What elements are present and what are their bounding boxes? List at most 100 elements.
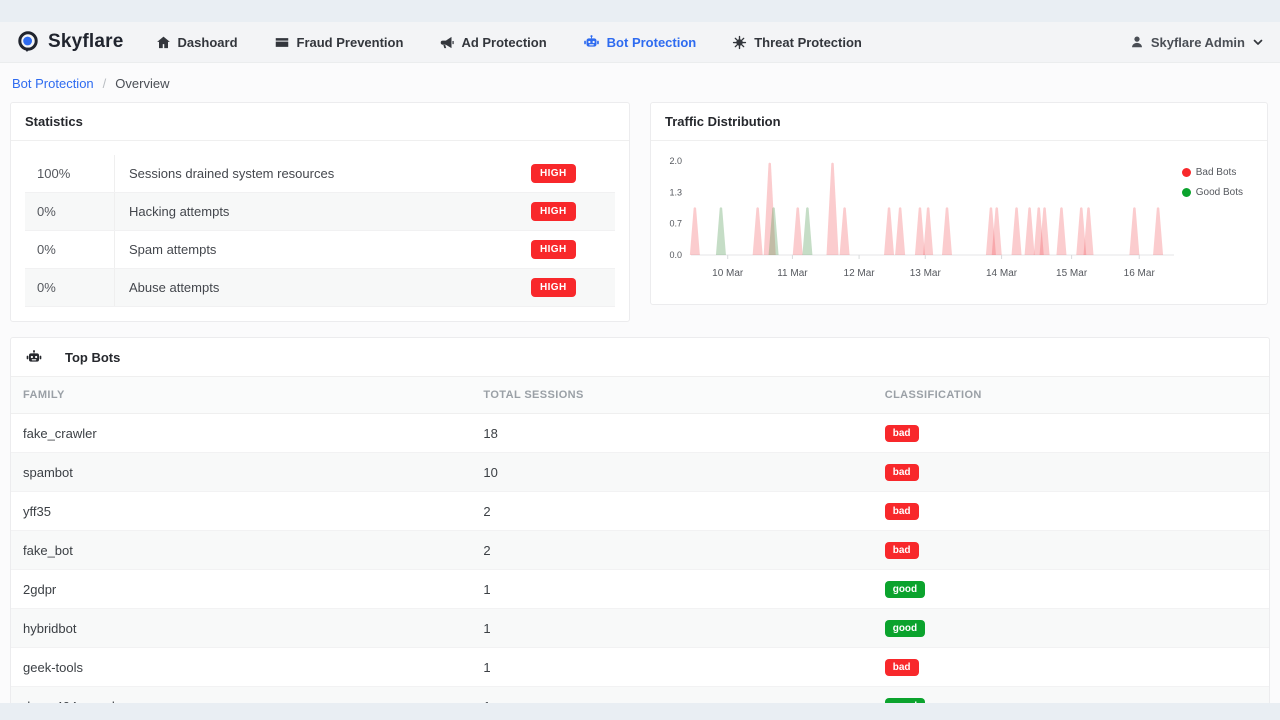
table-row: fake_crawler 18 bad: [11, 413, 1269, 453]
classification-badge: bad: [884, 464, 919, 481]
bot-total-sessions: 1: [471, 608, 873, 648]
nav-items: Dashoard Fraud Prevention: [156, 34, 862, 50]
nav-item-fraud-prevention[interactable]: Fraud Prevention: [274, 34, 404, 50]
severity-badge: HIGH: [531, 240, 576, 259]
table-row: spambot 10 bad: [11, 452, 1269, 492]
legend-label: Good Bots: [1195, 187, 1243, 198]
statistic-row: 0% Hacking attempts HIGH: [25, 193, 615, 231]
bot-classification: good: [872, 608, 1269, 648]
skyflare-logo-icon: [16, 30, 40, 54]
top-navbar: Skyflare Dashoard: [0, 22, 1280, 63]
statistics-list: 100% Sessions drained system resources HIG…: [11, 141, 629, 321]
nav-item-label: Dashoard: [177, 34, 238, 50]
bot-total-sessions: 1: [471, 569, 873, 609]
svg-text:11 Mar: 11 Mar: [777, 268, 808, 279]
home-icon: [156, 35, 171, 50]
nav-item-dashboard[interactable]: Dashoard: [156, 35, 238, 50]
traffic-chart: 2.0 1.3 0.7 0.0 10 Mar 11 Mar 12 Mar 13 Mar 14 M…: [651, 141, 1267, 304]
bot-classification: bad: [872, 530, 1269, 570]
bot-family: hybridbot: [11, 608, 472, 648]
nav-item-ad-protection[interactable]: Ad Protection: [439, 35, 547, 50]
breadcrumb-section-link[interactable]: Bot Protection: [12, 76, 94, 91]
top-bots-card: Top Bots FAMILY TOTAL SESSIONS CLASSIFIC…: [10, 337, 1270, 703]
traffic-card-header: Traffic Distribution: [651, 103, 1267, 141]
column-header-total-sessions: TOTAL SESSIONS: [471, 376, 873, 414]
top-bots-header: Top Bots: [11, 338, 1269, 376]
bot-classification: bad: [872, 647, 1269, 687]
bot-family: yff35: [11, 491, 472, 531]
breadcrumb-separator: /: [102, 76, 107, 91]
user-icon: [1130, 35, 1144, 49]
virus-icon: [732, 35, 747, 50]
bot-classification: bad: [872, 452, 1269, 492]
top-bots-title: Top Bots: [65, 349, 121, 365]
bot-family: damn404_crawler: [11, 686, 472, 703]
legend-item-bad-bots[interactable]: Bad Bots: [1181, 167, 1243, 178]
svg-text:12 Mar: 12 Mar: [844, 268, 876, 279]
breadcrumb-current-page: Overview: [115, 76, 170, 91]
bot-total-sessions: 2: [471, 491, 873, 531]
user-menu[interactable]: Skyflare Admin: [1130, 35, 1264, 50]
svg-text:1.3: 1.3: [669, 187, 682, 197]
svg-text:10 Mar: 10 Mar: [712, 268, 744, 279]
statistic-badge-cell: HIGH: [531, 155, 615, 192]
table-row: fake_bot 2 bad: [11, 530, 1269, 570]
statistic-badge-cell: HIGH: [531, 193, 615, 230]
table-header-row: FAMILY TOTAL SESSIONS CLASSIFICATION: [11, 376, 1269, 414]
nav-item-label: Threat Protection: [754, 34, 862, 50]
nav-item-threat-protection[interactable]: Threat Protection: [732, 35, 862, 50]
app-window: Skyflare Dashoard: [0, 22, 1280, 703]
bot-classification: good: [872, 686, 1269, 703]
classification-badge: bad: [884, 659, 919, 676]
classification-badge: good: [884, 581, 926, 598]
brand-name: Skyflare: [48, 31, 124, 52]
brand-logo[interactable]: Skyflare: [16, 30, 124, 54]
svg-text:0.7: 0.7: [669, 219, 682, 229]
traffic-chart-svg: 2.0 1.3 0.7 0.0 10 Mar 11 Mar 12 Mar 13 Mar 14 M…: [669, 156, 1174, 279]
classification-badge: good: [884, 620, 926, 637]
bot-classification: bad: [872, 491, 1269, 531]
statistic-percent: 0%: [25, 269, 115, 306]
good-bots-dot-icon: [1181, 188, 1191, 197]
statistic-percent: 0%: [25, 193, 115, 230]
classification-badge: bad: [884, 503, 919, 520]
classification-badge: bad: [884, 425, 919, 442]
bot-total-sessions: 1: [471, 647, 873, 687]
svg-text:16 Mar: 16 Mar: [1124, 268, 1156, 279]
statistic-label: Abuse attempts: [129, 280, 220, 295]
nav-item-bot-protection[interactable]: Bot Protection: [583, 34, 696, 50]
statistic-row: 100% Sessions drained system resources HIG…: [25, 155, 615, 193]
bot-family: fake_crawler: [11, 413, 472, 453]
robot-icon: [25, 349, 43, 365]
svg-text:15 Mar: 15 Mar: [1056, 268, 1088, 279]
statistic-label: Hacking attempts: [129, 204, 230, 219]
bot-total-sessions: 10: [471, 452, 873, 492]
bot-classification: bad: [872, 413, 1269, 453]
statistics-title: Statistics: [25, 114, 83, 129]
megaphone-icon: [439, 35, 455, 50]
robot-icon: [583, 34, 600, 50]
statistic-row: 0% Spam attempts HIGH: [25, 231, 615, 269]
bot-classification: good: [872, 569, 1269, 609]
top-bots-table: FAMILY TOTAL SESSIONS CLASSIFICATION fak…: [11, 376, 1269, 703]
bad-bots-dot-icon: [1181, 168, 1191, 177]
table-row: yff35 2 bad: [11, 491, 1269, 531]
top-cards-row: Statistics 100% Sessions drained system r…: [0, 102, 1280, 322]
column-header-classification: CLASSIFICATION: [872, 376, 1269, 414]
chart-legend: Bad Bots Good Bots: [1181, 167, 1243, 198]
bot-family: fake_bot: [11, 530, 472, 570]
legend-item-good-bots[interactable]: Good Bots: [1181, 187, 1243, 198]
statistic-label: Spam attempts: [129, 242, 217, 257]
bot-family: 2gdpr: [11, 569, 472, 609]
bot-total-sessions: 1: [471, 686, 873, 703]
svg-text:14 Mar: 14 Mar: [986, 268, 1018, 279]
nav-item-label: Fraud Prevention: [296, 34, 404, 50]
severity-badge: HIGH: [531, 164, 576, 183]
svg-text:2.0: 2.0: [669, 156, 682, 166]
user-name: Skyflare Admin: [1150, 34, 1245, 50]
classification-badge: bad: [884, 542, 919, 559]
traffic-title: Traffic Distribution: [665, 114, 781, 129]
bot-total-sessions: 2: [471, 530, 873, 570]
table-row: 2gdpr 1 good: [11, 569, 1269, 609]
